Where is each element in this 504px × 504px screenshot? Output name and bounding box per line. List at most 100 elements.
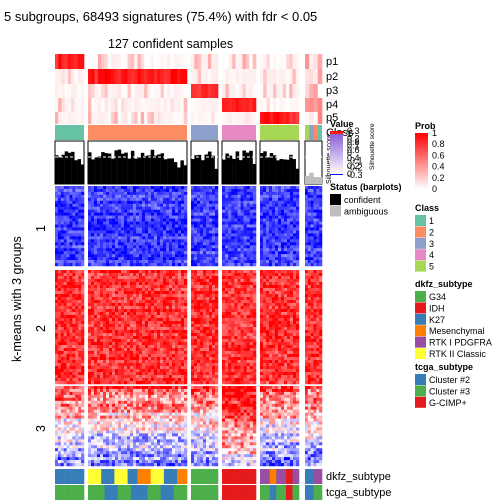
heatmap-cell bbox=[166, 245, 170, 249]
heatmap-cell bbox=[133, 309, 137, 313]
heatmap-cell bbox=[181, 351, 185, 355]
heatmap-cell bbox=[60, 270, 64, 274]
heatmap-cell bbox=[184, 212, 188, 216]
heatmap-cell bbox=[127, 327, 131, 331]
heatmap-cell bbox=[181, 433, 185, 437]
class-cell bbox=[55, 125, 84, 140]
heatmap-cell bbox=[172, 336, 176, 340]
heatmap-cell bbox=[203, 369, 207, 373]
heatmap-cell bbox=[154, 239, 158, 243]
heatmap-cell bbox=[157, 357, 161, 361]
heatmap-cell bbox=[163, 321, 167, 325]
heatmap-cell bbox=[118, 239, 122, 243]
heatmap-cell bbox=[136, 227, 140, 231]
heatmap-cell bbox=[203, 354, 207, 358]
heatmap-cell bbox=[118, 273, 122, 277]
heatmap-cell bbox=[206, 206, 210, 210]
prob-cell-p1 bbox=[183, 54, 188, 69]
heatmap-cell bbox=[66, 421, 70, 425]
heatmap-cell bbox=[130, 236, 134, 240]
heatmap-cell bbox=[166, 285, 170, 289]
heatmap-cell bbox=[194, 236, 198, 240]
heatmap-cell bbox=[139, 375, 143, 379]
heatmap-cell bbox=[200, 318, 204, 322]
heatmap-cell bbox=[112, 324, 116, 328]
prob-cell-p2 bbox=[235, 69, 240, 84]
heatmap-cell bbox=[181, 421, 185, 425]
heatmap-cell bbox=[181, 427, 185, 431]
heatmap-cell bbox=[142, 348, 146, 352]
heatmap-cell bbox=[160, 188, 164, 193]
heatmap-cell bbox=[55, 403, 59, 407]
silhouette-barplots bbox=[55, 149, 323, 184]
heatmap-cell bbox=[200, 273, 204, 277]
heatmap-cell bbox=[75, 451, 79, 455]
heatmap-cell bbox=[215, 375, 219, 379]
heatmap-cell bbox=[72, 454, 76, 458]
heatmap-cell bbox=[118, 309, 122, 313]
heatmap-cell bbox=[136, 430, 140, 434]
heatmap-cell bbox=[206, 312, 210, 316]
heatmap-cell bbox=[148, 288, 152, 292]
heatmap-cell bbox=[103, 191, 107, 196]
heatmap-cell bbox=[112, 251, 116, 255]
heatmap-cell bbox=[88, 357, 92, 361]
heatmap-cell bbox=[194, 279, 198, 283]
heatmap-cell bbox=[191, 260, 195, 264]
heatmap-cell bbox=[136, 418, 140, 422]
prob-cell-p5 bbox=[74, 112, 78, 124]
heatmap-cell bbox=[115, 448, 119, 452]
heatmap-cell bbox=[81, 273, 85, 277]
silhouette-bar bbox=[55, 155, 59, 184]
heatmap-cell bbox=[124, 448, 128, 452]
heatmap-cell bbox=[139, 239, 143, 243]
heatmap-cell bbox=[63, 188, 67, 193]
heatmap-cell bbox=[142, 386, 146, 390]
prob-cell-p3 bbox=[163, 84, 168, 98]
heatmap-cell bbox=[130, 397, 134, 402]
heatmap-cell bbox=[178, 439, 182, 443]
heatmap-cell bbox=[88, 400, 92, 405]
heatmap-cell bbox=[66, 394, 70, 399]
heatmap-cell bbox=[72, 351, 76, 355]
heatmap-cell bbox=[197, 270, 201, 274]
heatmap-cell bbox=[106, 291, 110, 295]
heatmap-cell bbox=[97, 230, 101, 234]
heatmap-cell bbox=[118, 445, 122, 449]
heatmap-cell bbox=[97, 309, 101, 313]
prob-cell-p1 bbox=[140, 54, 145, 69]
heatmap-cell bbox=[157, 282, 161, 286]
heatmap-cell bbox=[127, 442, 131, 446]
heatmap-cell bbox=[118, 191, 122, 196]
heatmap-cell bbox=[197, 279, 201, 283]
heatmap-cell bbox=[160, 273, 164, 277]
heatmap-cell bbox=[72, 239, 76, 243]
heatmap-cell bbox=[81, 342, 85, 346]
heatmap-cell bbox=[178, 318, 182, 322]
heatmap-cell bbox=[145, 369, 149, 373]
heatmap-cell bbox=[91, 236, 95, 240]
prob-cell-p5 bbox=[64, 112, 69, 124]
heatmap-cell bbox=[124, 412, 128, 416]
heatmap-cell bbox=[121, 260, 125, 264]
heatmap-cell bbox=[209, 369, 213, 373]
heatmap-cell bbox=[145, 260, 149, 264]
heatmap-cell bbox=[194, 285, 198, 289]
heatmap-cell bbox=[212, 242, 216, 246]
heatmap-cell bbox=[157, 300, 161, 304]
heatmap-cell bbox=[169, 460, 173, 464]
heatmap-cell bbox=[160, 403, 164, 407]
heatmap-cell bbox=[145, 342, 149, 346]
heatmap-cell bbox=[130, 260, 134, 264]
heatmap-cell bbox=[184, 403, 188, 407]
heatmap-cell bbox=[60, 342, 64, 346]
heatmap-cell bbox=[97, 357, 101, 361]
heatmap-cell bbox=[178, 191, 182, 196]
heatmap-cell bbox=[139, 403, 143, 407]
prob-cell-p1 bbox=[225, 54, 230, 69]
heatmap-cell bbox=[163, 339, 167, 343]
heatmap-cell bbox=[106, 463, 110, 467]
heatmap-cell bbox=[97, 394, 101, 399]
heatmap-cell bbox=[197, 197, 201, 202]
heatmap-cell bbox=[100, 321, 104, 325]
